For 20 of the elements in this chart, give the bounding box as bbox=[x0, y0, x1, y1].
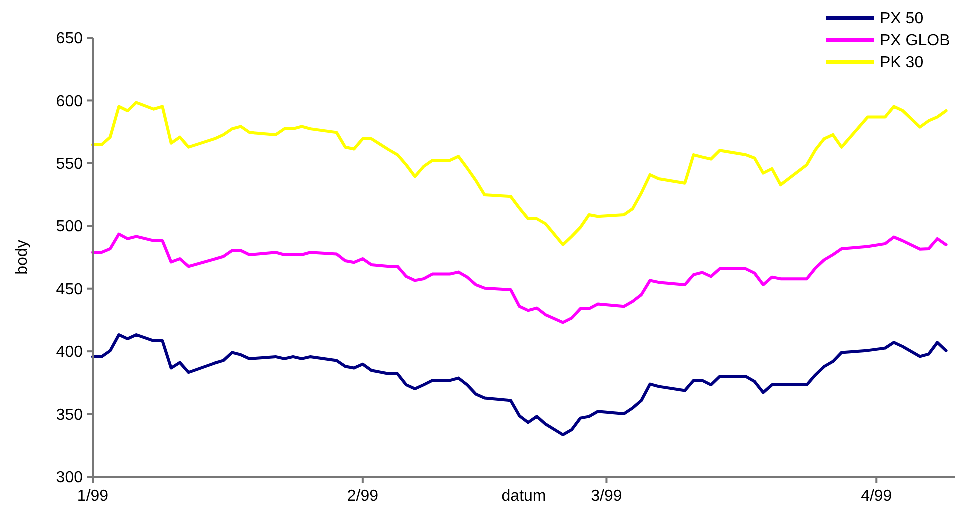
y-axis-title: body bbox=[14, 240, 31, 275]
line-series bbox=[92, 232, 948, 324]
x-tick-label: 3/99 bbox=[591, 488, 622, 505]
legend-label: PX GLOB bbox=[880, 32, 950, 50]
x-axis-title: datum bbox=[502, 488, 546, 505]
y-tick-label: 600 bbox=[56, 93, 84, 110]
line-series bbox=[92, 101, 948, 246]
y-tick-label: 450 bbox=[56, 281, 84, 298]
legend-label: PX 50 bbox=[880, 10, 924, 28]
y-tick-label: 650 bbox=[56, 30, 84, 48]
line-series bbox=[92, 334, 948, 436]
x-tick-label: 2/99 bbox=[347, 488, 379, 505]
y-tick-label: 400 bbox=[56, 344, 84, 362]
y-tick-label: 350 bbox=[56, 406, 84, 424]
y-tick-label: 550 bbox=[56, 156, 84, 174]
x-tick-label: 4/99 bbox=[861, 488, 892, 505]
y-tick-label: 500 bbox=[56, 218, 84, 236]
x-tick-label: 1/99 bbox=[77, 488, 109, 505]
y-tick-label: 300 bbox=[56, 470, 84, 487]
legend-label: PK 30 bbox=[880, 54, 924, 72]
